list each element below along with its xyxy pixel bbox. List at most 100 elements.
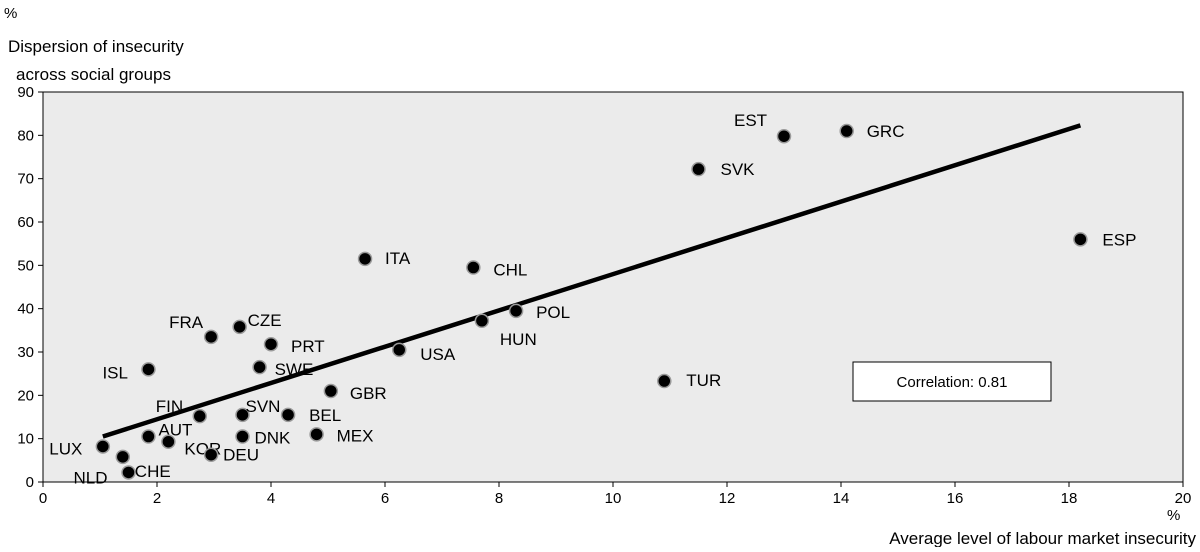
point-marker [95,439,111,454]
data-point-fin: FIN [156,397,207,424]
x-tick-label: 12 [719,490,736,507]
point-label: CHL [493,261,527,280]
point-marker [235,429,250,444]
point-marker [466,260,481,275]
point-label: GRC [867,122,905,141]
data-point-esp: ESP [1073,230,1136,249]
y-tick-label: 90 [17,84,34,101]
point-marker [252,359,267,375]
point-marker [141,429,156,444]
data-point-prt: PRT [263,336,325,356]
point-marker [203,329,219,345]
point-label: PRT [291,337,325,356]
point-label: ISL [102,363,128,382]
point-label: BEL [309,406,341,425]
point-label: DEU [223,446,259,465]
point-label: CZE [248,311,282,330]
point-marker [232,319,247,335]
point-marker [121,465,136,480]
point-marker [474,313,490,329]
data-point-bel: BEL [280,406,341,425]
y-tick-label: 70 [17,171,34,188]
correlation-annotation: Correlation: 0.81 [897,374,1008,391]
x-tick-label: 4 [267,490,275,507]
point-label: CHE [135,462,171,481]
data-point-usa: USA [392,342,456,364]
point-label: SVK [721,160,756,179]
point-label: MEX [337,426,374,445]
x-tick-label: 18 [1061,490,1078,507]
point-marker [508,303,524,319]
x-tick-label: 20 [1175,490,1192,507]
data-point-gbr: GBR [323,383,387,403]
point-label: SVN [246,397,281,416]
plot-area [42,91,1184,483]
data-point-isl: ISL [102,362,156,382]
point-label: DNK [255,429,292,448]
point-label: GBR [350,384,387,403]
point-marker [1073,232,1088,247]
data-point-lux: LUX [49,439,111,458]
y-tick-label: 30 [17,344,34,361]
point-marker [161,434,176,449]
point-marker [203,447,219,462]
point-label: FRA [169,313,204,332]
correlation-box [852,361,1052,402]
point-label: POL [536,303,570,322]
x-tick-label: 14 [833,490,850,507]
data-point-cze: CZE [232,311,282,335]
point-marker [776,128,792,144]
x-tick-label: 2 [153,490,161,507]
y-axis-label-line1: Dispersion of insecurity [8,37,184,56]
point-marker [280,407,296,423]
point-label: TUR [686,371,721,390]
point-marker [691,161,706,177]
data-point-grc: GRC [839,122,905,141]
x-tick-label: 8 [495,490,503,507]
point-marker [192,408,207,424]
point-marker [357,251,373,267]
y-tick-label: 80 [17,127,34,144]
data-point-chl: CHL [466,260,527,280]
trendline-layer [102,123,1082,439]
x-axis-ticks: 0 2 4 6 8 10 12 14 16 18 20 [39,482,1192,507]
data-point-fra: FRA [169,313,219,345]
y-tick-label: 60 [17,214,34,231]
point-marker [657,373,672,389]
y-tick-label: 0 [26,474,34,491]
point-marker [141,362,156,377]
data-point-che: CHE [115,449,171,481]
point-label: ESP [1102,230,1136,249]
y-tick-label: 20 [17,387,34,404]
data-point-svn: SVN [235,397,281,423]
point-label: HUN [500,330,537,349]
data-point-hun: HUN [474,313,537,349]
data-point-est: EST [734,111,792,144]
point-marker [263,336,279,352]
data-point-dnk: DNK [235,429,292,448]
y-tick-label: 50 [17,257,34,274]
y-axis-ticks: 0 10 20 30 40 50 60 70 80 90 [17,84,43,491]
point-label: EST [734,111,767,130]
x-tick-label: 0 [39,490,47,507]
x-tick-label: 10 [605,490,622,507]
point-label: SWE [275,360,314,379]
data-point-pol: POL [508,303,570,322]
data-point-mex: MEX [309,426,374,445]
data-point-swe: SWE [252,359,314,379]
x-axis-unit: % [1167,507,1180,524]
point-label: FIN [156,397,183,416]
point-marker [323,383,339,399]
x-axis-label: Average level of labour market insecurit… [889,529,1196,547]
data-point-nld: NLD [73,465,136,487]
y-tick-label: 40 [17,301,34,318]
point-marker [235,407,250,423]
x-tick-label: 16 [947,490,964,507]
y-axis-unit: % [4,5,17,22]
point-marker [839,123,854,139]
point-marker [392,342,407,358]
point-label: ITA [385,249,411,268]
